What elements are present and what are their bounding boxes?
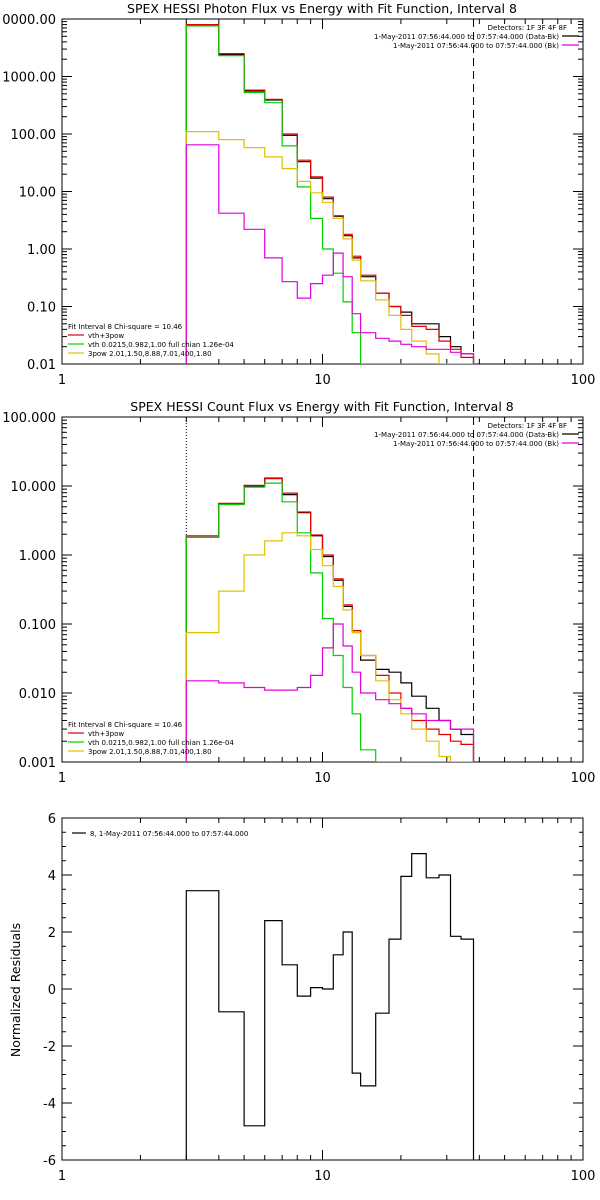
fit-legend-label: vth 0.0215,0.982,1.00 full chian 1.26e-0… — [88, 739, 234, 747]
fit-legend-label: 3pow 2.01,1.50,8.88,7.01,400,1.80 — [88, 350, 212, 358]
y-tick-label: 4 — [48, 869, 56, 884]
y-tick-label: 0000.00 — [2, 13, 56, 28]
x-tick-label: 10 — [314, 1169, 331, 1184]
series-line-2 — [185, 25, 474, 364]
y-tick-label: -2 — [43, 1040, 56, 1055]
residuals-panel: Normalized Residuals 1 10 100 -6 -4 -2 0 2 4 6 8, … — [8, 812, 595, 1184]
x-tick-label: 1 — [58, 771, 66, 786]
y-tick-label: 2 — [48, 926, 56, 941]
fit-legend-header: Fit Interval 8 Chi-square = 10.46 — [68, 323, 183, 331]
series-group — [185, 477, 475, 762]
y-tick-label: 100.00 — [11, 128, 57, 143]
series-line-0 — [185, 24, 475, 364]
legend-header: Detectors: 1F 3F 4F 8F — [488, 24, 567, 32]
series-group — [185, 24, 475, 364]
x-tick-label: 1 — [58, 1169, 66, 1184]
y-tick-label: 10.000 — [11, 480, 57, 495]
fit-legend-label: vth 0.0215,0.982,1.00 full chian 1.26e-0… — [88, 341, 234, 349]
residual-legend-label: 8, 1-May-2011 07:56:44.000 to 07:57:44.0… — [90, 830, 248, 838]
residuals-y-axis-label: Normalized Residuals — [8, 923, 23, 1057]
x-tick-label: 10 — [314, 771, 331, 786]
series-line-1 — [185, 24, 475, 364]
residuals-plot-area: 1 10 100 -6 -4 -2 0 2 4 6 8, 1-May-2011 07:56:44.0… — [43, 812, 595, 1184]
photon-flux-panel: SPEX HESSI Photon Flux vs Energy with Fi… — [2, 1, 595, 388]
series-line-3 — [185, 131, 474, 364]
series-line-4 — [185, 144, 475, 364]
series-line-0 — [185, 477, 475, 762]
y-tick-label: -4 — [43, 1097, 56, 1112]
y-tick-label: 10.00 — [19, 186, 56, 201]
y-tick-label: 0 — [48, 983, 56, 998]
photon-plot-area: 1 10 100 0.01 0.10 1.00 10.00 100.00 1000.00 0000… — [2, 13, 595, 388]
x-tick-label: 100 — [571, 771, 596, 786]
y-tick-label: 0.001 — [19, 756, 56, 771]
y-tick-label: 1.00 — [27, 243, 56, 258]
fit-legend-label: 3pow 2.01,1.50,8.88,7.01,400,1.80 — [88, 748, 212, 756]
x-tick-label: 1 — [58, 373, 66, 388]
x-tick-label: 10 — [314, 373, 331, 388]
count-flux-panel: SPEX HESSI Count Flux vs Energy with Fit… — [2, 399, 595, 786]
series-line-0 — [185, 853, 475, 1160]
fit-legend-label: vth+3pow — [88, 730, 124, 738]
x-tick-label: 100 — [571, 373, 596, 388]
y-tick-label: 0.01 — [27, 358, 56, 373]
count-chart-title: SPEX HESSI Count Flux vs Energy with Fit… — [130, 399, 513, 414]
legend-entry-label: 1-May-2011 07:56:44.000 to 07:57:44.000 … — [374, 431, 559, 439]
fit-legend-label: vth+3pow — [88, 332, 124, 340]
count-plot-area: 1 10 100 0.001 0.010 0.100 1.000 10.000 100.000 D… — [2, 411, 595, 786]
series-line-3 — [185, 532, 474, 762]
y-tick-label: 1000.00 — [2, 71, 56, 86]
photon-chart-title: SPEX HESSI Photon Flux vs Energy with Fi… — [127, 1, 517, 16]
legend-entry-label: 1-May-2011 07:56:44.000 to 07:57:44.000 … — [374, 33, 559, 41]
y-tick-label: 1.000 — [19, 549, 56, 564]
y-tick-label: 0.100 — [19, 618, 56, 633]
legend-entry-label: 1-May-2011 07:56:44.000 to 07:57:44.000 … — [393, 42, 559, 50]
y-tick-label: 0.010 — [19, 687, 56, 702]
legend-header: Detectors: 1F 3F 4F 8F — [488, 422, 567, 430]
series-group — [185, 853, 475, 1160]
x-tick-label: 100 — [571, 1169, 596, 1184]
fit-legend-header: Fit Interval 8 Chi-square = 10.46 — [68, 721, 183, 729]
y-tick-label: 100.000 — [2, 411, 56, 426]
legend-entry-label: 1-May-2011 07:56:44.000 to 07:57:44.000 … — [393, 440, 559, 448]
series-line-4 — [185, 623, 475, 762]
series-line-1 — [185, 478, 475, 762]
y-tick-label: 6 — [48, 812, 56, 827]
y-tick-label: 0.10 — [27, 301, 56, 316]
y-tick-label: -6 — [43, 1154, 56, 1169]
